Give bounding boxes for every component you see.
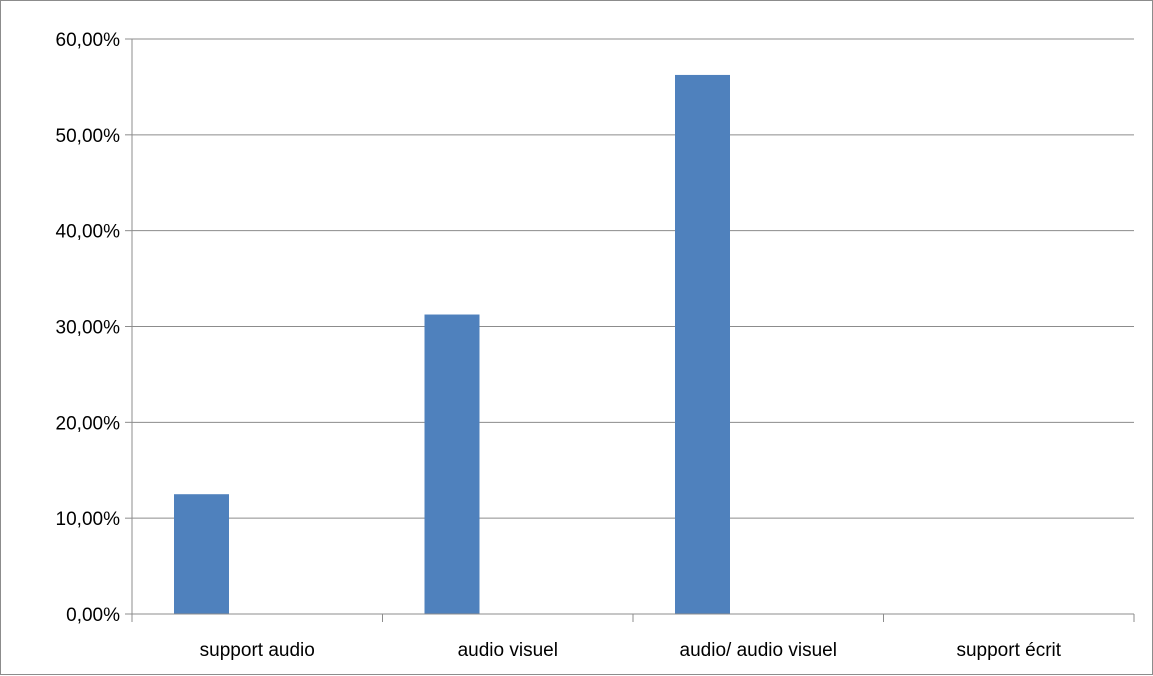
- y-tick-label: 50,00%: [56, 126, 121, 147]
- x-category-label: audio visuel: [458, 640, 558, 661]
- x-category-label: support audio: [200, 640, 315, 661]
- bars: [174, 75, 730, 614]
- bar-audio-visuel: [425, 315, 480, 614]
- gridlines: [132, 39, 1134, 518]
- x-category-label: audio/ audio visuel: [680, 640, 837, 661]
- y-tick-label: 60,00%: [56, 30, 121, 51]
- x-category-label: support écrit: [956, 640, 1061, 661]
- bar-support-audio: [174, 494, 229, 614]
- y-tick-label: 40,00%: [56, 222, 121, 243]
- y-tick-label: 0,00%: [66, 605, 120, 626]
- y-tick-label: 10,00%: [56, 509, 121, 530]
- y-tick-label: 20,00%: [56, 413, 121, 434]
- axes: [125, 39, 1134, 622]
- bar-audio-audio-visuel: [675, 75, 730, 614]
- y-tick-label: 30,00%: [56, 318, 121, 339]
